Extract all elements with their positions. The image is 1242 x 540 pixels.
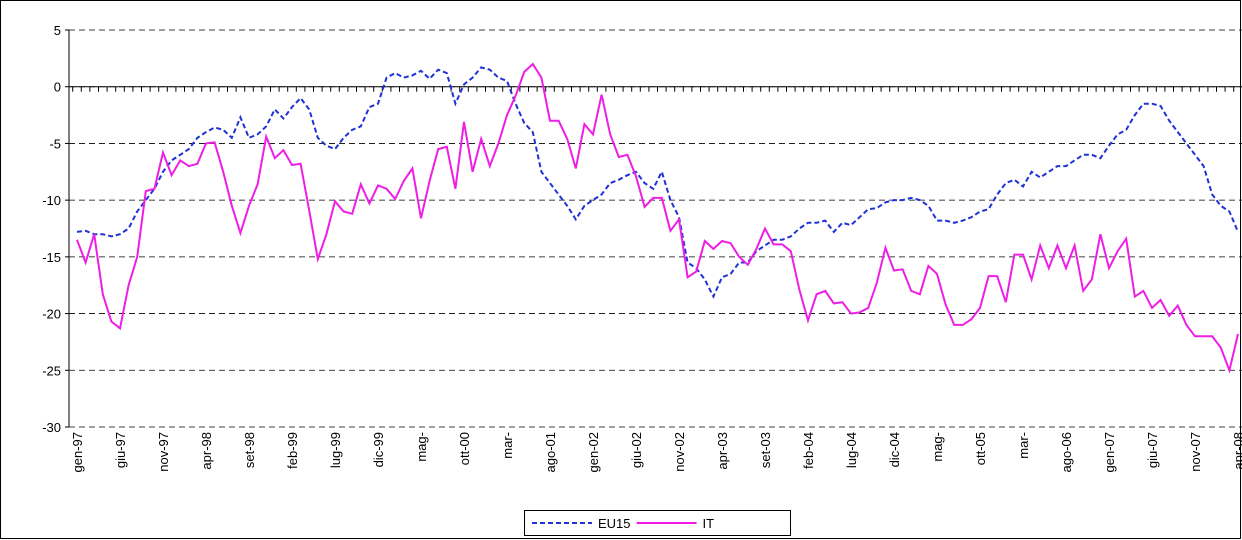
x-tick-label: ott-05 <box>973 432 988 465</box>
x-tick-label: nov-02 <box>672 432 687 472</box>
y-tick-label: -25 <box>42 363 61 378</box>
x-tick-label: lug-04 <box>844 432 859 468</box>
x-tick-label: ago-06 <box>1059 432 1074 472</box>
x-tick-label: ott-00 <box>457 432 472 465</box>
legend-label: IT <box>703 516 715 531</box>
x-tick-label: mag- <box>930 432 945 462</box>
y-tick-label: -20 <box>42 307 61 322</box>
x-tick-label: ago-01 <box>543 432 558 472</box>
x-tick-label: giu-02 <box>629 432 644 468</box>
x-tick-label: set-03 <box>758 432 773 468</box>
x-tick-label: mar- <box>500 432 515 459</box>
x-tick-label: nov-07 <box>1188 432 1203 472</box>
x-tick-label: mag- <box>414 432 429 462</box>
series-line <box>76 62 1239 374</box>
x-tick-label: apr-03 <box>715 432 730 470</box>
x-tick-label: dic-04 <box>887 432 902 467</box>
legend: EU15 IT <box>524 510 791 536</box>
x-tick-label: feb-04 <box>801 432 816 469</box>
x-tick-label: gen-97 <box>70 432 85 472</box>
x-tick-label: gen-02 <box>586 432 601 472</box>
x-tick-label: mar- <box>1016 432 1031 459</box>
x-tick-label: giu-97 <box>113 432 128 468</box>
y-tick-label: -10 <box>42 193 61 208</box>
x-tick-label: set-98 <box>242 432 257 468</box>
y-tick-label: -5 <box>49 136 61 151</box>
legend-label: EU15 <box>598 516 631 531</box>
y-tick-label: 0 <box>54 80 61 95</box>
x-tick-label: gen-07 <box>1102 432 1117 472</box>
x-tick-label: feb-99 <box>285 432 300 469</box>
x-tick-label: dic-99 <box>371 432 386 467</box>
x-tick-label: lug-99 <box>328 432 343 468</box>
series-line <box>76 66 1239 299</box>
x-tick-label: apr-08 <box>1231 432 1242 470</box>
y-tick-label: -15 <box>42 250 61 265</box>
x-tick-label: nov-97 <box>156 432 171 472</box>
y-tick-label: -30 <box>42 420 61 435</box>
y-tick-label: 5 <box>54 23 61 38</box>
x-tick-label: apr-98 <box>199 432 214 470</box>
x-tick-label: giu-07 <box>1145 432 1160 468</box>
